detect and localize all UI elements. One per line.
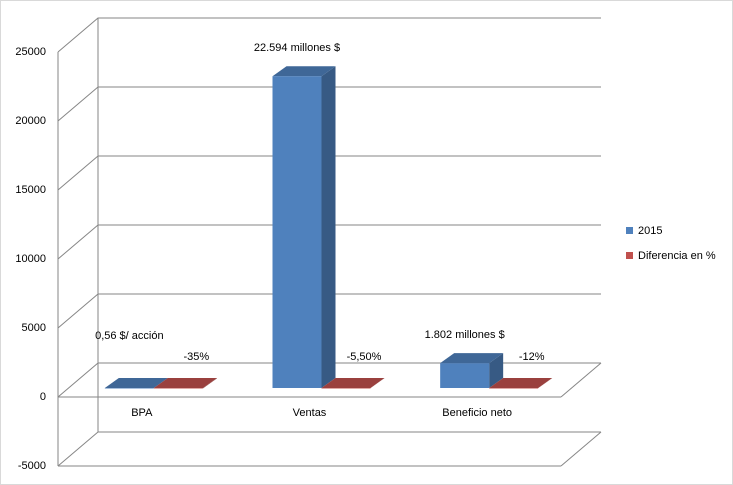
data-label: 22.594 millones $ bbox=[254, 42, 340, 54]
data-label: -5,50% bbox=[347, 351, 382, 363]
x-tick-label: Ventas bbox=[293, 407, 327, 419]
bar-top bbox=[489, 378, 553, 388]
bar-side bbox=[370, 378, 385, 389]
bar-side bbox=[538, 378, 553, 389]
x-tick-label: Beneficio neto bbox=[442, 407, 512, 419]
bar bbox=[272, 76, 322, 389]
x-tick-label: BPA bbox=[131, 407, 153, 419]
bar bbox=[489, 388, 539, 389]
bar-top bbox=[272, 66, 336, 77]
data-label: -12% bbox=[519, 351, 545, 363]
grid-line bbox=[57, 431, 601, 467]
bar-side bbox=[202, 378, 217, 389]
bar bbox=[153, 388, 203, 389]
grid-line bbox=[57, 362, 601, 398]
y-tick-label: -5000 bbox=[18, 460, 46, 472]
legend-label: Diferencia en % bbox=[638, 250, 716, 262]
bar-top bbox=[104, 377, 168, 388]
grid-line bbox=[57, 17, 601, 53]
grid-line bbox=[57, 86, 601, 122]
grid-line bbox=[57, 293, 601, 329]
legend-label: 2015 bbox=[638, 225, 662, 237]
bar-top bbox=[440, 353, 504, 364]
grid-line bbox=[57, 224, 601, 260]
grid-line bbox=[57, 155, 601, 191]
data-label: -35% bbox=[183, 351, 209, 363]
wall-edge bbox=[560, 431, 602, 467]
y-tick-label: 20000 bbox=[15, 115, 46, 127]
bar-side bbox=[489, 353, 504, 388]
floor-edge bbox=[560, 362, 602, 398]
bar-side bbox=[153, 377, 168, 388]
bar bbox=[104, 387, 154, 389]
legend-swatch bbox=[626, 252, 633, 259]
bar-top bbox=[321, 378, 385, 388]
bar-side bbox=[321, 66, 336, 389]
data-label: 1.802 millones $ bbox=[425, 329, 505, 341]
y-tick-label: 10000 bbox=[15, 253, 46, 265]
bar bbox=[321, 388, 371, 389]
y-tick-label: 0 bbox=[40, 391, 46, 403]
y-tick-label: 25000 bbox=[15, 46, 46, 58]
y-tick-label: 15000 bbox=[15, 184, 46, 196]
bar bbox=[440, 363, 490, 388]
bar-top bbox=[153, 378, 217, 388]
y-tick-label: 5000 bbox=[22, 322, 46, 334]
legend-swatch bbox=[626, 227, 633, 234]
data-label: 0,56 $/ acción bbox=[95, 330, 164, 342]
